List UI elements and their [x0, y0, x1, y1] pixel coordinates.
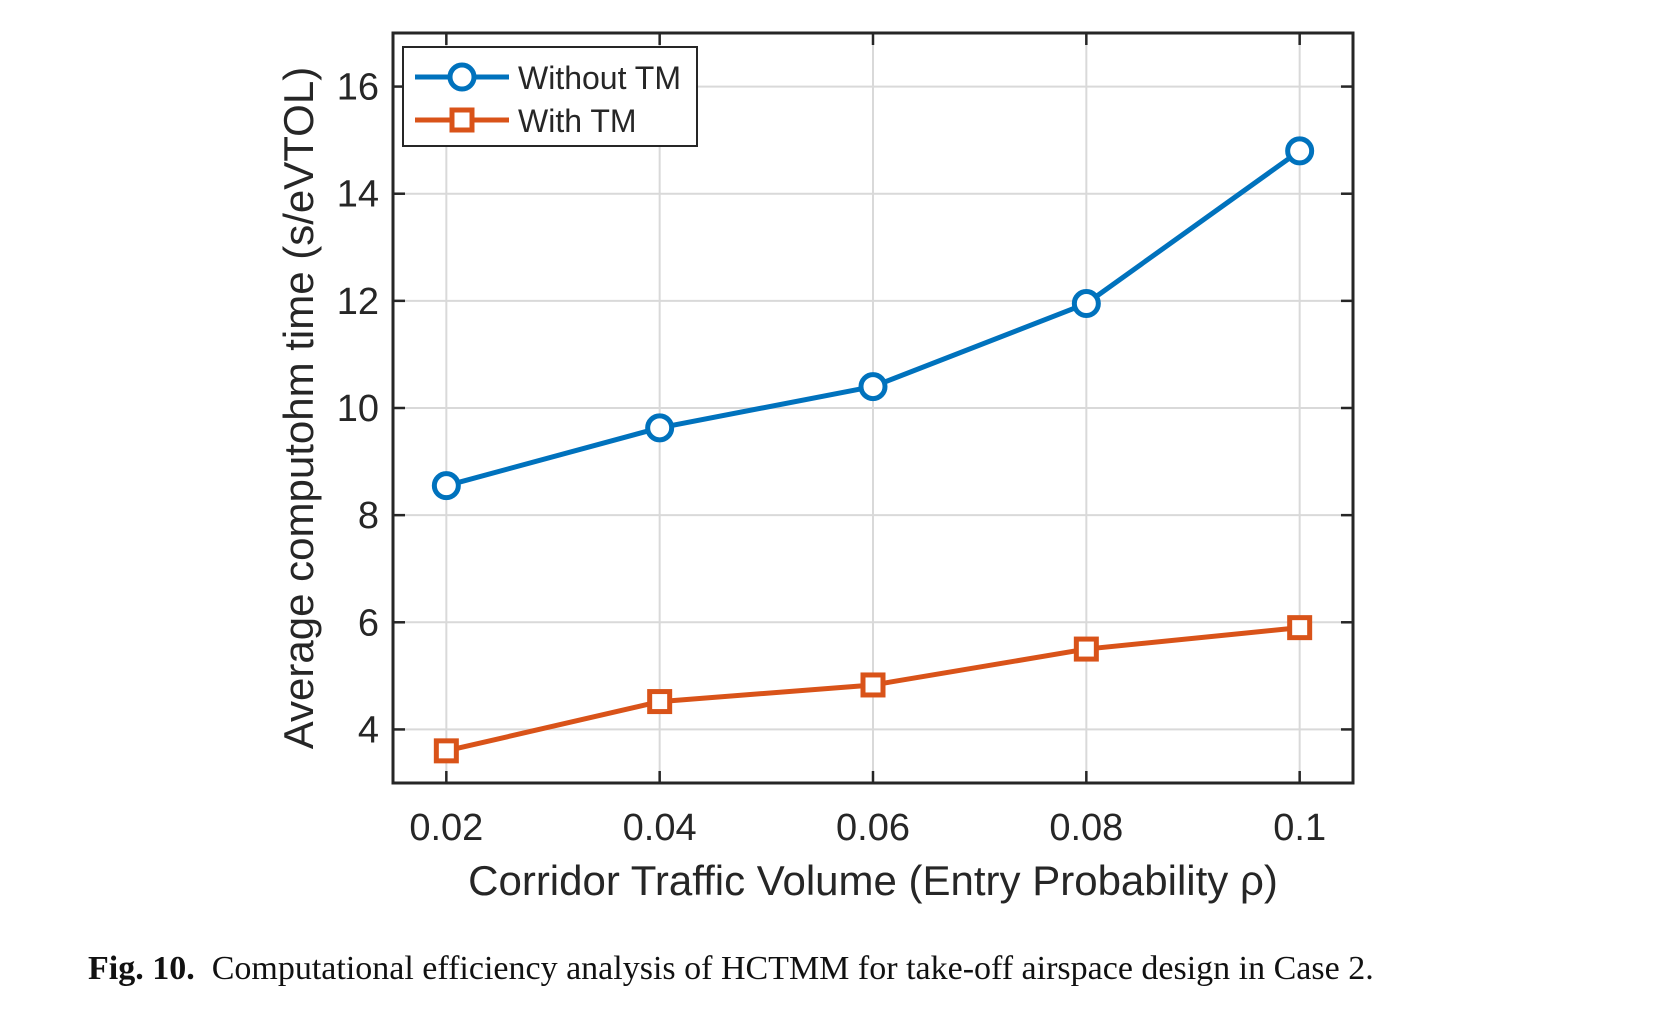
- x-tick-label: 0.06: [836, 807, 910, 849]
- y-tick-label: 10: [337, 388, 379, 430]
- y-tick-label: 6: [358, 602, 379, 644]
- y-tick-label: 16: [337, 67, 379, 109]
- caption-label: Fig. 10.: [88, 950, 195, 987]
- caption-text: Computational efficiency analysis of HCT…: [211, 950, 1374, 987]
- data-point-with-tm: [860, 672, 886, 698]
- y-tick-label: 4: [358, 709, 379, 751]
- x-axis-label: Corridor Traffic Volume (Entry Probabili…: [468, 857, 1278, 904]
- data-point-with-tm: [1073, 636, 1099, 662]
- axis-ticks: 0.02 0.04 0.06 0.08 0.1 4 6 8 10 12 14 16: [337, 33, 1353, 849]
- y-axis-label: Average computohm time (s/eVTOL): [275, 67, 322, 749]
- legend-label-without-tm: Without TM: [518, 60, 681, 96]
- x-tick-label: 0.08: [1049, 807, 1123, 849]
- data-point-with-tm: [647, 689, 673, 715]
- data-point-with-tm: [1287, 615, 1313, 641]
- data-point-without-tm: [431, 471, 461, 501]
- line-chart: 0.02 0.04 0.06 0.08 0.1 4 6 8 10 12 14 16 Corridor …: [275, 31, 1355, 904]
- x-tick-label: 0.02: [409, 807, 483, 849]
- legend: Without TM With TM: [402, 46, 698, 147]
- legend-marker-without-tm: [447, 62, 477, 92]
- data-point-with-tm: [433, 738, 459, 764]
- x-tick-label: 0.1: [1273, 807, 1326, 849]
- legend-marker-with-tm: [449, 107, 475, 133]
- data-point-without-tm: [858, 372, 888, 402]
- data-point-without-tm: [1071, 289, 1101, 319]
- y-tick-label: 12: [337, 281, 379, 323]
- legend-label-with-tm: With TM: [518, 103, 637, 139]
- plot-series: [431, 136, 1315, 764]
- data-point-without-tm: [1285, 136, 1315, 166]
- data-point-without-tm: [645, 413, 675, 443]
- y-tick-label: 8: [358, 495, 379, 537]
- y-tick-label: 14: [337, 174, 379, 216]
- figure-caption: Fig. 10. Computational efficiency analys…: [88, 950, 1648, 988]
- x-tick-label: 0.04: [623, 807, 697, 849]
